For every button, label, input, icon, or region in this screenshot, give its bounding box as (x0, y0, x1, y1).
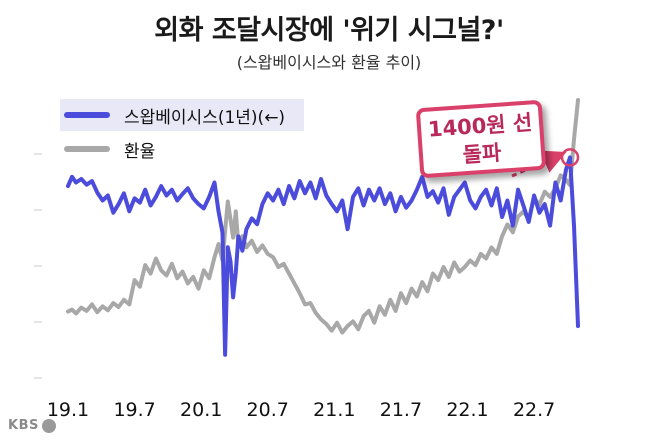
x-tick-label: 20.1 (180, 399, 222, 421)
callout-box: 1400원 선 돌파 (415, 99, 547, 179)
legend-swatch-swap-basis (64, 112, 110, 118)
x-tick-label: 21.1 (313, 399, 355, 421)
x-tick-label: 20.7 (247, 399, 289, 421)
kbs-logo-mark (41, 418, 56, 433)
kbs-logo-text: KBS (8, 418, 39, 433)
legend-label-swap-basis: 스왑베이시스(1년)(←) (124, 107, 286, 128)
legend-label-exchange-rate: 환율 (124, 141, 156, 162)
legend-swatch-exchange-rate (64, 146, 110, 152)
x-tick-label: 19.1 (47, 399, 89, 421)
series-line-exchange-rate (66, 98, 580, 335)
series-lines (66, 98, 580, 357)
x-tick-label: 19.7 (113, 399, 155, 421)
chart-title: 외화 조달시장에 '위기 시그널?' (154, 15, 504, 46)
annotation-arrow (511, 148, 580, 178)
crossover-marker (560, 148, 580, 167)
x-tick-label: 21.7 (380, 399, 422, 421)
legend-item-swap-basis: 스왑베이시스(1년)(←) (60, 99, 304, 131)
y-axis-ticks (34, 153, 42, 379)
x-tick-label: 22.7 (513, 399, 555, 421)
chart-subtitle: (스왑베이시스와 환율 추이) (236, 53, 422, 72)
legend-item-exchange-rate: 환율 (60, 133, 155, 165)
series-line-swap-basis (66, 155, 580, 357)
kbs-logo: KBS (8, 418, 56, 433)
x-axis-labels: 19.1 19.7 20.1 20.7 21.1 21.7 22.1 22.7 (47, 399, 555, 421)
x-tick-label: 22.1 (446, 399, 488, 421)
